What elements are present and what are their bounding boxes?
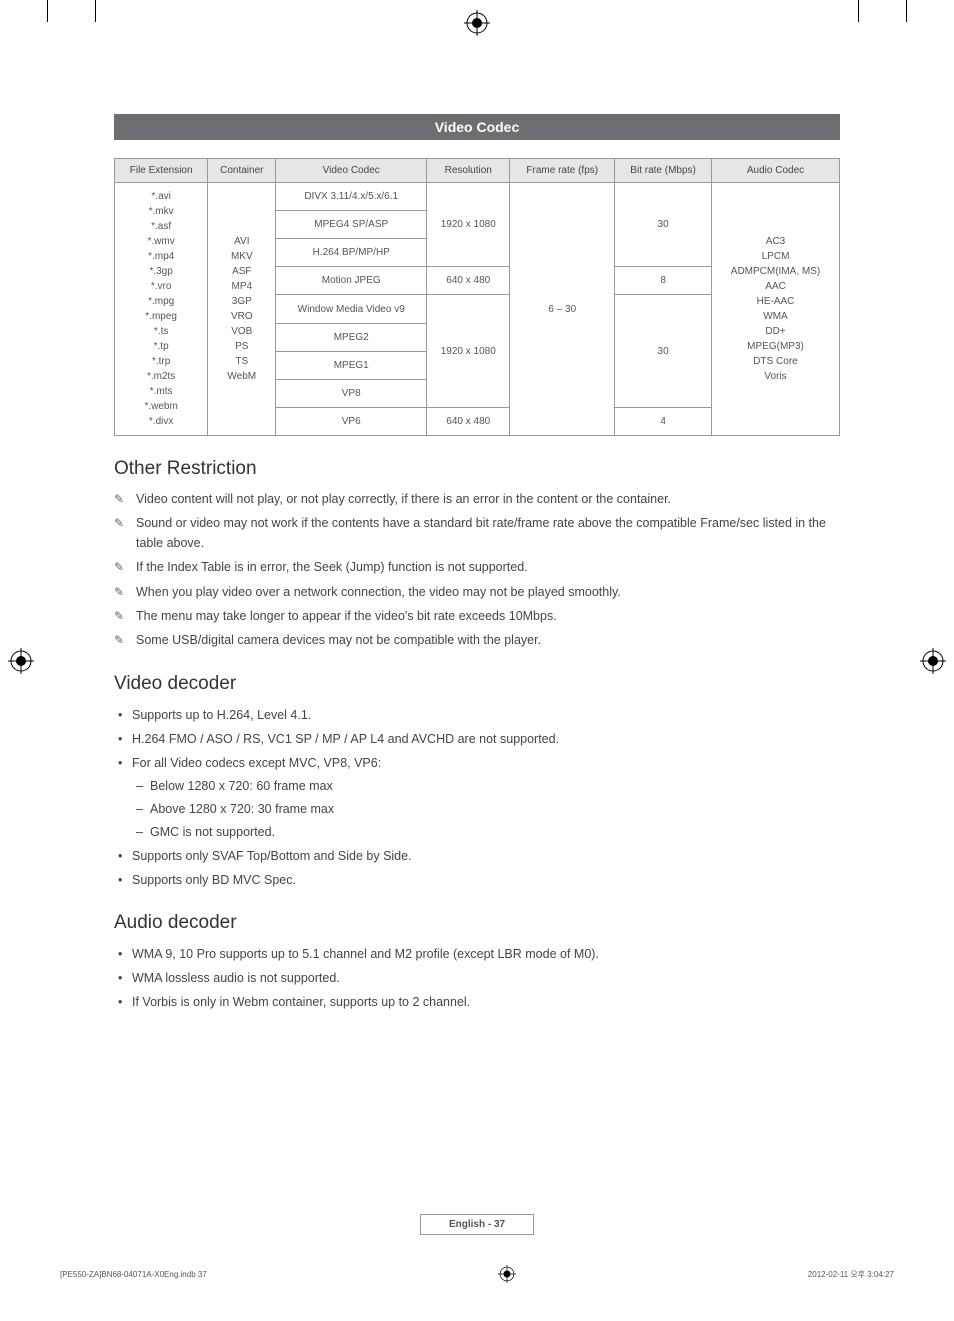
note-item: When you play video over a network conne… bbox=[114, 583, 840, 602]
other-restriction-list: Video content will not play, or not play… bbox=[114, 490, 840, 651]
cell-bit: 4 bbox=[615, 408, 712, 436]
cell-res: 1920 x 1080 bbox=[427, 183, 510, 267]
cell-codec: MPEG2 bbox=[276, 324, 427, 352]
bullet-item: For all Video codecs except MVC, VP8, VP… bbox=[114, 753, 840, 842]
note-item: If the Index Table is in error, the Seek… bbox=[114, 558, 840, 577]
bullet-text: For all Video codecs except MVC, VP8, VP… bbox=[132, 756, 381, 770]
bullet-item: Supports only BD MVC Spec. bbox=[114, 870, 840, 890]
cell-codec: Motion JPEG bbox=[276, 267, 427, 295]
heading-video-decoder: Video decoder bbox=[114, 673, 840, 695]
codec-table: File Extension Container Video Codec Res… bbox=[114, 158, 840, 436]
cell-codec: DIVX 3.11/4.x/5.x/6.1 bbox=[276, 183, 427, 211]
th-container: Container bbox=[208, 159, 276, 183]
audio-decoder-list: WMA 9, 10 Pro supports up to 5.1 channel… bbox=[114, 944, 840, 1012]
bullet-item: WMA lossless audio is not supported. bbox=[114, 968, 840, 988]
dash-item: GMC is not supported. bbox=[132, 822, 840, 842]
cell-container: AVI MKV ASF MP4 3GP VRO VOB PS TS WebM bbox=[208, 183, 276, 436]
heading-audio-decoder: Audio decoder bbox=[114, 912, 840, 934]
note-item: Sound or video may not work if the conte… bbox=[114, 514, 840, 553]
right-register-mark bbox=[920, 648, 946, 674]
bullet-item: H.264 FMO / ASO / RS, VC1 SP / MP / AP L… bbox=[114, 729, 840, 749]
bullet-item: Supports only SVAF Top/Bottom and Side b… bbox=[114, 846, 840, 866]
bullet-item: If Vorbis is only in Webm container, sup… bbox=[114, 992, 840, 1012]
page-footer: English - 37 bbox=[0, 1214, 954, 1235]
cell-codec: MPEG1 bbox=[276, 352, 427, 380]
footer-page-num: 37 bbox=[494, 1219, 505, 1230]
page-content: Video Codec File Extension Container Vid… bbox=[114, 114, 840, 1016]
note-item: The menu may take longer to appear if th… bbox=[114, 607, 840, 626]
dash-item: Above 1280 x 720: 30 frame max bbox=[132, 799, 840, 819]
print-datetime: 2012-02-11 오후 3:04:27 bbox=[808, 1269, 894, 1280]
cell-res: 640 x 480 bbox=[427, 408, 510, 436]
cell-res: 1920 x 1080 bbox=[427, 295, 510, 408]
print-info-bar: [PE550-ZA]BN68-04071A-X0Eng.indb 37 2012… bbox=[60, 1265, 894, 1283]
footer-page-label: English - 37 bbox=[420, 1214, 534, 1235]
cell-audio: AC3 LPCM ADMPCM(IMA, MS) AAC HE-AAC WMA … bbox=[712, 183, 840, 436]
bottom-register-mark bbox=[498, 1265, 516, 1283]
bullet-item: WMA 9, 10 Pro supports up to 5.1 channel… bbox=[114, 944, 840, 964]
cell-bit: 30 bbox=[615, 295, 712, 408]
cell-frame: 6 – 30 bbox=[510, 183, 615, 436]
cell-bit: 8 bbox=[615, 267, 712, 295]
cell-res: 640 x 480 bbox=[427, 267, 510, 295]
cell-codec: VP8 bbox=[276, 380, 427, 408]
cell-codec: Window Media Video v9 bbox=[276, 295, 427, 324]
left-register-mark bbox=[8, 648, 34, 674]
heading-other-restriction: Other Restriction bbox=[114, 458, 840, 480]
footer-lang: English - bbox=[449, 1219, 494, 1230]
th-video-codec: Video Codec bbox=[276, 159, 427, 183]
th-frame-rate: Frame rate (fps) bbox=[510, 159, 615, 183]
section-title-bar: Video Codec bbox=[114, 114, 840, 140]
bullet-item: Supports up to H.264, Level 4.1. bbox=[114, 705, 840, 725]
cell-codec: H.264 BP/MP/HP bbox=[276, 239, 427, 267]
note-item: Some USB/digital camera devices may not … bbox=[114, 631, 840, 650]
note-item: Video content will not play, or not play… bbox=[114, 490, 840, 509]
th-audio-codec: Audio Codec bbox=[712, 159, 840, 183]
dash-item: Below 1280 x 720: 60 frame max bbox=[132, 776, 840, 796]
cell-codec: MPEG4 SP/ASP bbox=[276, 211, 427, 239]
th-bit-rate: Bit rate (Mbps) bbox=[615, 159, 712, 183]
top-register-mark bbox=[464, 10, 490, 36]
th-resolution: Resolution bbox=[427, 159, 510, 183]
cell-codec: VP6 bbox=[276, 408, 427, 436]
cell-bit: 30 bbox=[615, 183, 712, 267]
video-decoder-list: Supports up to H.264, Level 4.1. H.264 F… bbox=[114, 705, 840, 890]
cell-file-ext: *.avi *.mkv *.asf *.wmv *.mp4 *.3gp *.vr… bbox=[115, 183, 208, 436]
th-file-ext: File Extension bbox=[115, 159, 208, 183]
print-file-name: [PE550-ZA]BN68-04071A-X0Eng.indb 37 bbox=[60, 1270, 207, 1279]
sub-list: Below 1280 x 720: 60 frame max Above 128… bbox=[132, 776, 840, 842]
